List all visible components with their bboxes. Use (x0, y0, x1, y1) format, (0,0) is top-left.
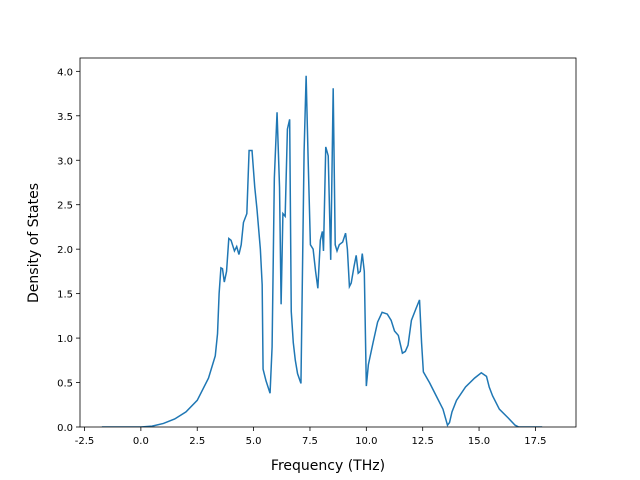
x-tick-label: 5.0 (246, 436, 262, 447)
y-tick-label: 3.0 (57, 156, 73, 167)
data-line (101, 75, 543, 427)
y-axis-label: Density of States (26, 183, 42, 303)
x-axis-label: Frequency (THz) (271, 458, 385, 474)
x-tick-label: 2.5 (189, 436, 205, 447)
x-tick-label: 12.5 (412, 436, 434, 447)
x-tick-label: 7.5 (302, 436, 318, 447)
y-tick-label: 0.0 (57, 423, 73, 434)
y-tick-label: 0.5 (57, 379, 73, 390)
y-tick-label: 2.0 (57, 245, 73, 256)
x-tick-label: 0.0 (133, 436, 149, 447)
y-tick-label: 1.0 (57, 334, 73, 345)
y-tick-label: 2.5 (57, 201, 73, 212)
y-tick-label: 3.5 (57, 112, 73, 123)
y-tick-label: 1.5 (57, 290, 73, 301)
x-tick-label: 15.0 (468, 436, 490, 447)
x-tick-label: -2.5 (75, 436, 95, 447)
x-tick-label: 17.5 (524, 436, 546, 447)
y-tick-label: 4.0 (57, 67, 73, 78)
plot-frame (79, 57, 577, 428)
x-tick-label: 10.0 (355, 436, 377, 447)
